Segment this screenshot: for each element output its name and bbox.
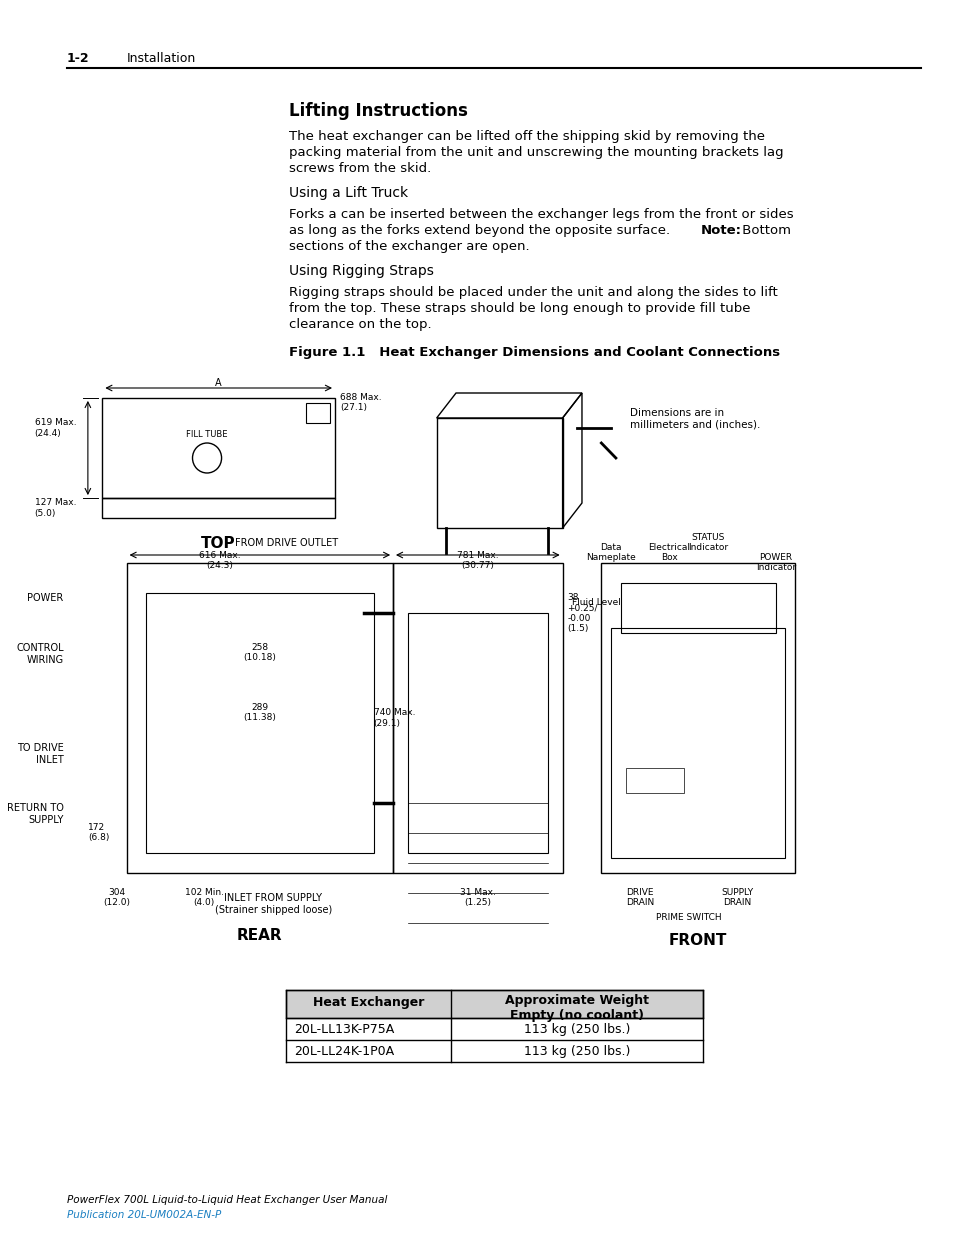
Text: 616 Max.
(24.3): 616 Max. (24.3): [199, 551, 240, 571]
Text: POWER: POWER: [28, 593, 64, 603]
Text: 1-2: 1-2: [67, 52, 89, 65]
Text: The heat exchanger can be lifted off the shipping skid by removing the: The heat exchanger can be lifted off the…: [289, 130, 764, 143]
Text: FROM DRIVE OUTLET: FROM DRIVE OUTLET: [234, 538, 337, 548]
Text: PRIME SWITCH: PRIME SWITCH: [655, 913, 720, 923]
Text: 740 Max.
(29.1): 740 Max. (29.1): [374, 709, 415, 727]
Text: 304
(12.0): 304 (12.0): [103, 888, 131, 908]
Text: clearance on the top.: clearance on the top.: [289, 317, 432, 331]
Bar: [286, 990, 702, 1018]
Text: INLET FROM SUPPLY
(Strainer shipped loose): INLET FROM SUPPLY (Strainer shipped loos…: [214, 893, 332, 915]
Text: 20L-LL13K-P75A: 20L-LL13K-P75A: [294, 1023, 395, 1036]
Text: POWER
Indicator: POWER Indicator: [755, 553, 795, 572]
Bar: [625, 768, 683, 793]
Bar: [127, 563, 393, 873]
Text: Publication 20L-UM002A-EN-P: Publication 20L-UM002A-EN-P: [67, 1210, 220, 1220]
Bar: [600, 563, 794, 873]
Text: Fluid Level: Fluid Level: [572, 598, 620, 606]
Text: Figure 1.1   Heat Exchanger Dimensions and Coolant Connections: Figure 1.1 Heat Exchanger Dimensions and…: [289, 346, 780, 359]
Text: CONTROL
WIRING: CONTROL WIRING: [16, 643, 64, 664]
Text: Using Rigging Straps: Using Rigging Straps: [289, 264, 434, 278]
Text: FRONT: FRONT: [668, 932, 726, 948]
Text: FILL TUBE: FILL TUBE: [186, 430, 228, 438]
Text: SUPPLY
DRAIN: SUPPLY DRAIN: [720, 888, 752, 908]
Text: 31 Max.
(1.25): 31 Max. (1.25): [459, 888, 496, 908]
Text: 781 Max.
(30.77): 781 Max. (30.77): [456, 551, 498, 571]
Text: STATUS
Indicator: STATUS Indicator: [687, 534, 727, 552]
Bar: [393, 563, 562, 873]
Text: A: A: [215, 378, 222, 388]
Text: Approximate Weight
Empty (no coolant): Approximate Weight Empty (no coolant): [504, 994, 648, 1023]
Bar: [102, 398, 335, 498]
Text: from the top. These straps should be long enough to provide fill tube: from the top. These straps should be lon…: [289, 303, 750, 315]
Bar: [306, 403, 330, 424]
Text: 102 Min.
(4.0): 102 Min. (4.0): [185, 888, 223, 908]
Bar: [146, 593, 374, 853]
Text: Using a Lift Truck: Using a Lift Truck: [289, 186, 408, 200]
Text: 172
(6.8): 172 (6.8): [88, 823, 110, 842]
Text: 113 kg (250 lbs.): 113 kg (250 lbs.): [523, 1045, 630, 1058]
Text: REAR: REAR: [236, 927, 282, 944]
Text: 688 Max.
(27.1): 688 Max. (27.1): [339, 393, 381, 412]
Text: Heat Exchanger: Heat Exchanger: [313, 995, 424, 1009]
Text: Lifting Instructions: Lifting Instructions: [289, 103, 468, 120]
Text: TO DRIVE
INLET: TO DRIVE INLET: [17, 743, 64, 764]
Text: screws from the skid.: screws from the skid.: [289, 162, 431, 175]
Bar: [620, 583, 775, 634]
Text: Note:: Note:: [700, 224, 741, 237]
Bar: [407, 613, 547, 853]
Text: 127 Max.
(5.0): 127 Max. (5.0): [34, 498, 76, 517]
Text: Bottom: Bottom: [738, 224, 790, 237]
Text: sections of the exchanger are open.: sections of the exchanger are open.: [289, 240, 530, 253]
Text: Forks a can be inserted between the exchanger legs from the front or sides: Forks a can be inserted between the exch…: [289, 207, 793, 221]
Text: 258
(10.18): 258 (10.18): [243, 643, 276, 662]
Text: DRIVE
DRAIN: DRIVE DRAIN: [625, 888, 654, 908]
Text: Dimensions are in
millimeters and (inches).: Dimensions are in millimeters and (inche…: [630, 408, 760, 430]
Text: packing material from the unit and unscrewing the mounting brackets lag: packing material from the unit and unscr…: [289, 146, 783, 159]
Text: Electrical
Box: Electrical Box: [647, 543, 689, 562]
Text: 619 Max.
(24.4): 619 Max. (24.4): [34, 419, 76, 437]
Text: 20L-LL24K-1P0A: 20L-LL24K-1P0A: [294, 1045, 394, 1058]
Text: Installation: Installation: [127, 52, 195, 65]
Text: 289
(11.38): 289 (11.38): [243, 703, 276, 722]
Bar: [611, 629, 784, 858]
Bar: [102, 498, 335, 517]
Text: RETURN TO
SUPPLY: RETURN TO SUPPLY: [7, 803, 64, 825]
Text: Rigging straps should be placed under the unit and along the sides to lift: Rigging straps should be placed under th…: [289, 287, 778, 299]
Text: PowerFlex 700L Liquid-to-Liquid Heat Exchanger User Manual: PowerFlex 700L Liquid-to-Liquid Heat Exc…: [67, 1195, 387, 1205]
Text: as long as the forks extend beyond the opposite surface.: as long as the forks extend beyond the o…: [289, 224, 679, 237]
Text: 38
+0.25/
-0.00
(1.5): 38 +0.25/ -0.00 (1.5): [567, 593, 598, 634]
Text: TOP: TOP: [201, 536, 235, 551]
Text: Data
Nameplate: Data Nameplate: [585, 543, 636, 562]
Text: 113 kg (250 lbs.): 113 kg (250 lbs.): [523, 1023, 630, 1036]
